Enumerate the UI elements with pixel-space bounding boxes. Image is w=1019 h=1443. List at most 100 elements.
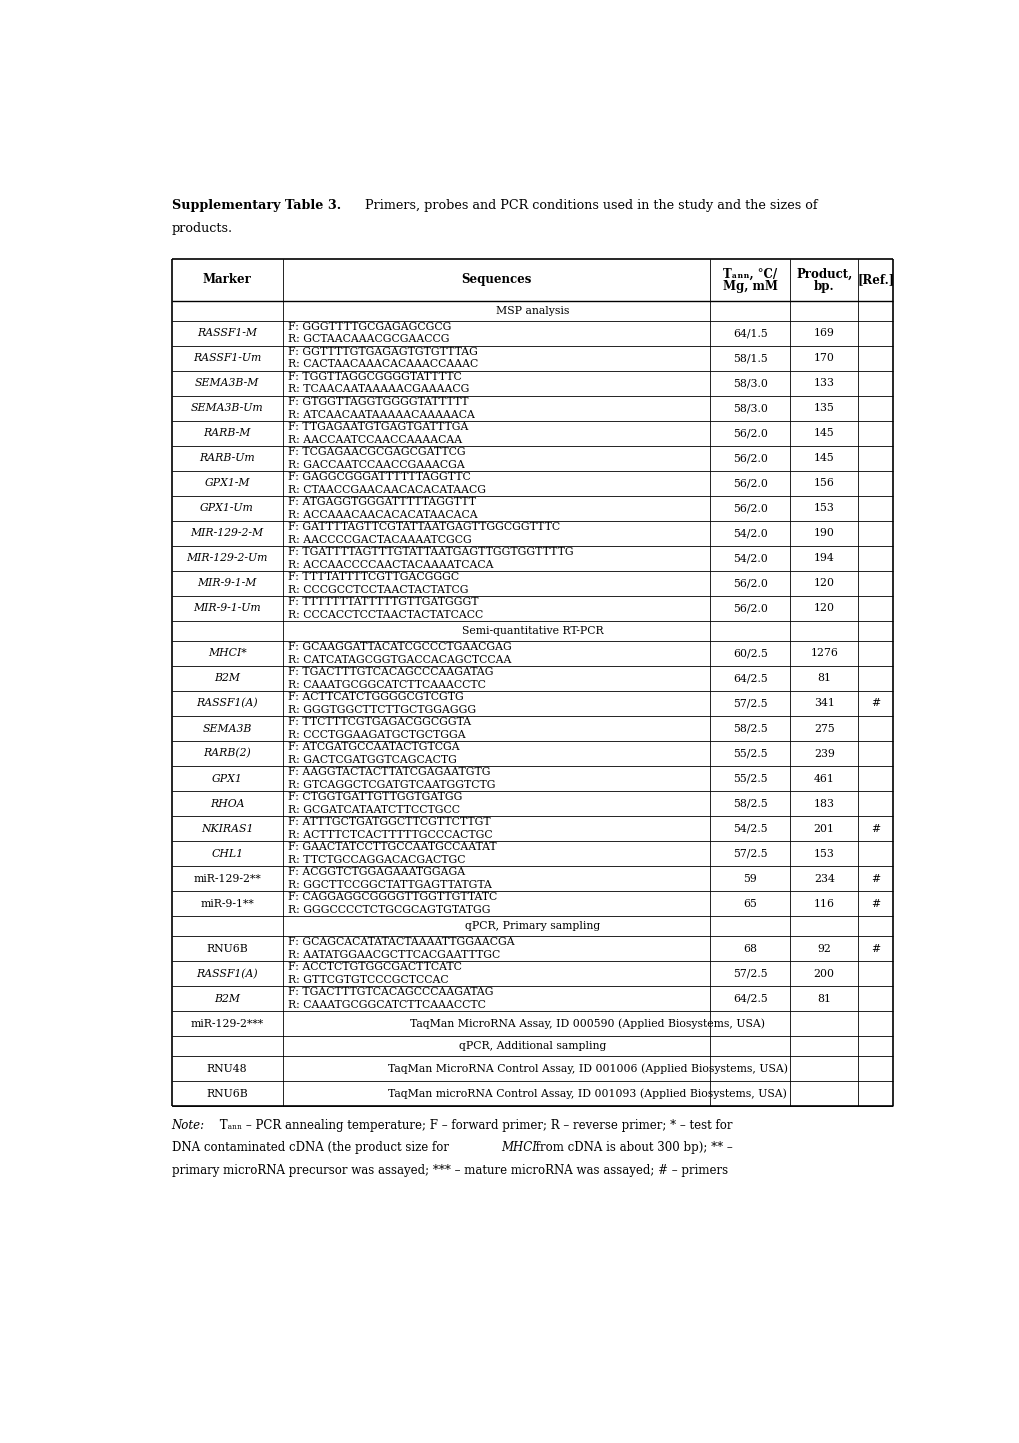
- Text: SEMA3B-M: SEMA3B-M: [195, 378, 259, 388]
- Text: R: GACTCGATGGTCAGCACTG: R: GACTCGATGGTCAGCACTG: [287, 755, 457, 765]
- Text: 153: 153: [813, 848, 834, 859]
- Text: R: ACCAACCCCAACTACAAAATCACA: R: ACCAACCCCAACTACAAAATCACA: [287, 560, 493, 570]
- Text: R: AATATGGAACGCTTCACGAATTTGC: R: AATATGGAACGCTTCACGAATTTGC: [287, 949, 499, 960]
- Text: 57/2.5: 57/2.5: [733, 698, 766, 709]
- Text: RARB-M: RARB-M: [203, 429, 251, 439]
- Text: F: TGGTTAGGCGGGGTATTTTC: F: TGGTTAGGCGGGGTATTTTC: [287, 372, 462, 382]
- Text: 201: 201: [813, 824, 834, 834]
- Text: RARB-Um: RARB-Um: [199, 453, 255, 463]
- Text: RASSF1-M: RASSF1-M: [197, 328, 257, 338]
- Text: SEMA3B: SEMA3B: [202, 723, 252, 733]
- Text: SEMA3B-Um: SEMA3B-Um: [191, 403, 263, 413]
- Text: RNU6B: RNU6B: [206, 1089, 248, 1100]
- Text: R: ACCAAACAACACACATAACACA: R: ACCAAACAACACACATAACACA: [287, 509, 477, 519]
- Text: MSP analysis: MSP analysis: [495, 306, 569, 316]
- Text: B2M: B2M: [214, 674, 239, 684]
- Text: 55/2.5: 55/2.5: [733, 773, 766, 784]
- Text: F: TTGAGAATGTGAGTGATTTGA: F: TTGAGAATGTGAGTGATTTGA: [287, 421, 468, 431]
- Text: F: ATTTGCTGATGGCTTCGTTCTTGT: F: ATTTGCTGATGGCTTCGTTCTTGT: [287, 817, 490, 827]
- Text: TaqMan MicroRNA Assay, ID 000590 (Applied Biosystems, USA): TaqMan MicroRNA Assay, ID 000590 (Applie…: [410, 1019, 764, 1029]
- Text: RARB(2): RARB(2): [203, 749, 251, 759]
- Text: 54/2.5: 54/2.5: [733, 824, 766, 834]
- Text: qPCR, Additional sampling: qPCR, Additional sampling: [459, 1042, 605, 1052]
- Text: MIR-129-2-M: MIR-129-2-M: [191, 528, 263, 538]
- Text: F: TTTTATТTTCGTTGACGGGC: F: TTTTATТTTCGTTGACGGGC: [287, 571, 459, 582]
- Text: R: TCAACAATAAAAACGAAAACG: R: TCAACAATAAAAACGAAAACG: [287, 384, 469, 394]
- Text: F: GGTTTTGTGAGAGTGTGTTTAG: F: GGTTTTGTGAGAGTGTGTTTAG: [287, 346, 477, 356]
- Text: 60/2.5: 60/2.5: [732, 648, 767, 658]
- Text: F: TTCTTTCGTGAGACGGCGGTA: F: TTCTTTCGTGAGACGGCGGTA: [287, 717, 471, 727]
- Text: R: ATCAACAATAAAAACAAAAACA: R: ATCAACAATAAAAACAAAAACA: [287, 410, 474, 420]
- Text: 120: 120: [813, 603, 834, 613]
- Text: #: #: [870, 899, 879, 909]
- Text: 58/3.0: 58/3.0: [732, 403, 767, 413]
- Text: R: AACCAATCCAACCAAAACAA: R: AACCAATCCAACCAAAACAA: [287, 434, 462, 444]
- Text: Semi-quantitative RT-PCR: Semi-quantitative RT-PCR: [462, 626, 602, 636]
- Text: R: TTCTGCCAGGACACGACTGC: R: TTCTGCCAGGACACGACTGC: [287, 854, 465, 864]
- Text: 58/3.0: 58/3.0: [732, 378, 767, 388]
- Text: F: TGACTTTGTCACAGCCCAAGATAG: F: TGACTTTGTCACAGCCCAAGATAG: [287, 667, 493, 677]
- Text: primary microRNA precursor was assayed; *** – mature microRNA was assayed; # – p: primary microRNA precursor was assayed; …: [171, 1165, 728, 1177]
- Text: 461: 461: [813, 773, 834, 784]
- Text: miR-129-2**: miR-129-2**: [193, 873, 261, 883]
- Text: GPX1: GPX1: [212, 773, 243, 784]
- Text: MHCI*: MHCI*: [208, 648, 247, 658]
- Text: Supplementary Table 3.: Supplementary Table 3.: [171, 199, 340, 212]
- Text: #: #: [870, 698, 879, 709]
- Text: 169: 169: [813, 328, 834, 338]
- Text: Marker: Marker: [203, 273, 252, 286]
- Text: R: GTTCGTGTCCCGCTCCAC: R: GTTCGTGTCCCGCTCCAC: [287, 975, 448, 986]
- Text: F: CAGGAGGCGGGGTTGGTTGTTATC: F: CAGGAGGCGGGGTTGGTTGTTATC: [287, 892, 496, 902]
- Text: R: GCTAACAAACGCGAACCG: R: GCTAACAAACGCGAACCG: [287, 335, 449, 345]
- Text: 145: 145: [813, 429, 834, 439]
- Text: Primers, probes and PCR conditions used in the study and the sizes of: Primers, probes and PCR conditions used …: [361, 199, 816, 212]
- Text: 1276: 1276: [809, 648, 838, 658]
- Text: F: GGGTTTTGCGAGAGCGCG: F: GGGTTTTGCGAGAGCGCG: [287, 322, 450, 332]
- Text: 58/2.5: 58/2.5: [732, 723, 767, 733]
- Text: Tₐₙₙ, °C/: Tₐₙₙ, °C/: [722, 268, 776, 281]
- Text: CHL1: CHL1: [211, 848, 243, 859]
- Text: R: CCCACCTCCTAACTACTATCACC: R: CCCACCTCCTAACTACTATCACC: [287, 610, 483, 619]
- Text: miR-9-1**: miR-9-1**: [200, 899, 254, 909]
- Text: GPX1-Um: GPX1-Um: [200, 504, 254, 514]
- Text: RHOA: RHOA: [210, 798, 245, 808]
- Text: 183: 183: [813, 798, 834, 808]
- Text: R: ACTTTCTCACTTTTTGCCCACTGC: R: ACTTTCTCACTTTTTGCCCACTGC: [287, 830, 492, 840]
- Text: 133: 133: [813, 378, 834, 388]
- Text: F: ACTTCATCTGGGGCGTCGTG: F: ACTTCATCTGGGGCGTCGTG: [287, 693, 464, 703]
- Text: F: GATTTTAGTTCGTATTAATGAGTTGGCGGTTTC: F: GATTTTAGTTCGTATTAATGAGTTGGCGGTTTC: [287, 522, 559, 532]
- Text: GPX1-M: GPX1-M: [204, 478, 250, 488]
- Text: miR-129-2***: miR-129-2***: [191, 1019, 263, 1029]
- Text: 58/2.5: 58/2.5: [732, 798, 767, 808]
- Text: 341: 341: [813, 698, 834, 709]
- Text: 56/2.0: 56/2.0: [732, 478, 767, 488]
- Text: F: GTGGTTAGGTGGGGTATTTTТ: F: GTGGTTAGGTGGGGTATTTTТ: [287, 397, 468, 407]
- Text: 153: 153: [813, 504, 834, 514]
- Text: 65: 65: [743, 899, 756, 909]
- Text: F: AAGGTACTACTTATCGAGAATGTG: F: AAGGTACTACTTATCGAGAATGTG: [287, 768, 490, 778]
- Text: MIR-9-1-M: MIR-9-1-M: [198, 579, 257, 589]
- Text: 54/2.0: 54/2.0: [732, 528, 767, 538]
- Text: F: TCGAGAACGCGAGCGATTCG: F: TCGAGAACGCGAGCGATTCG: [287, 447, 465, 457]
- Text: 120: 120: [813, 579, 834, 589]
- Text: 145: 145: [813, 453, 834, 463]
- Text: 57/2.5: 57/2.5: [733, 968, 766, 978]
- Text: F: ACCTCTGTGGCGACTTCATC: F: ACCTCTGTGGCGACTTCATC: [287, 962, 462, 973]
- Text: F: GCAAGGATTACATCGCCCTGAACGAG: F: GCAAGGATTACATCGCCCTGAACGAG: [287, 642, 512, 652]
- Text: Tₐₙₙ – PCR annealing temperature; F – forward primer; R – reverse primer; * – te: Tₐₙₙ – PCR annealing temperature; F – fo…: [216, 1118, 732, 1131]
- Text: F: ATGAGGTGGGATTTTTAGGTTT: F: ATGAGGTGGGATTTTTAGGTTT: [287, 496, 476, 506]
- Text: R: GGGTGGCTTCTTGCTGGAGGG: R: GGGTGGCTTCTTGCTGGAGGG: [287, 704, 476, 714]
- Text: B2M: B2M: [214, 994, 239, 1004]
- Text: 170: 170: [813, 354, 834, 364]
- Text: 64/2.5: 64/2.5: [732, 994, 767, 1004]
- Text: RNU6B: RNU6B: [206, 944, 248, 954]
- Text: R: CAAATGCGGCATCTTCAAACCTC: R: CAAATGCGGCATCTTCAAACCTC: [287, 1000, 485, 1010]
- Text: 59: 59: [743, 873, 756, 883]
- Text: 56/2.0: 56/2.0: [732, 453, 767, 463]
- Text: 116: 116: [813, 899, 834, 909]
- Text: 55/2.5: 55/2.5: [733, 749, 766, 759]
- Text: 56/2.0: 56/2.0: [732, 603, 767, 613]
- Text: RASSF1(A): RASSF1(A): [196, 968, 258, 978]
- Text: 190: 190: [813, 528, 834, 538]
- Text: Product,: Product,: [795, 268, 852, 281]
